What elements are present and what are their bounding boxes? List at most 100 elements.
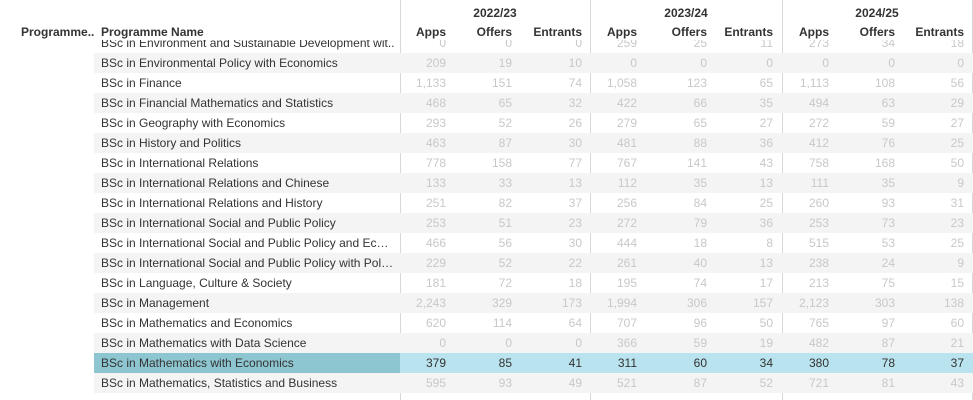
entrants-value-cell[interactable]: 173 bbox=[561, 296, 582, 310]
offers-value-cell[interactable]: 65 bbox=[498, 96, 512, 110]
apps-header[interactable]: Apps bbox=[607, 25, 637, 39]
offers-value-cell[interactable]: 114 bbox=[492, 316, 512, 330]
programme-name-cell[interactable]: BSc in International Relations and Histo… bbox=[101, 196, 323, 210]
table-row[interactable]: BSc in Financial Mathematics and Statist… bbox=[0, 93, 973, 113]
entrants-value-cell[interactable]: 32 bbox=[568, 96, 582, 110]
offers-value-cell[interactable]: 34 bbox=[881, 40, 895, 50]
offers-value-cell[interactable]: 35 bbox=[693, 176, 707, 190]
programme-name-cell[interactable]: BSc in Management bbox=[101, 296, 210, 310]
offers-value-cell[interactable]: 93 bbox=[881, 196, 895, 210]
offers-value-cell[interactable]: 19 bbox=[498, 56, 512, 70]
table-row-selected[interactable]: BSc in Mathematics with Economics 379 85 41… bbox=[0, 353, 973, 373]
apps-value-cell[interactable]: 251 bbox=[425, 196, 446, 210]
entrants-value-cell[interactable]: 0 bbox=[575, 336, 582, 350]
apps-value-cell[interactable]: 521 bbox=[616, 376, 637, 390]
offers-value-cell[interactable]: 96 bbox=[693, 316, 707, 330]
programme-name-cell[interactable]: BSc in Mathematics with Data Science bbox=[101, 336, 307, 350]
offers-value-cell[interactable]: 65 bbox=[693, 116, 707, 130]
offers-value-cell[interactable]: 151 bbox=[491, 76, 512, 90]
entrants-value-cell[interactable]: 25 bbox=[950, 136, 964, 150]
apps-value-cell[interactable]: 259 bbox=[616, 40, 637, 50]
entrants-value-cell[interactable]: 17 bbox=[759, 276, 773, 290]
entrants-value-cell[interactable]: 43 bbox=[950, 376, 964, 390]
offers-header[interactable]: Offers bbox=[671, 25, 707, 39]
table-row[interactable]: BSc in International Relations and Chine… bbox=[0, 173, 973, 193]
offers-value-cell[interactable]: 75 bbox=[881, 276, 895, 290]
offers-value-cell[interactable]: 85 bbox=[498, 356, 512, 370]
apps-value-cell[interactable]: 112 bbox=[617, 176, 637, 190]
offers-value-cell[interactable]: 53 bbox=[881, 236, 895, 250]
apps-value-cell[interactable]: 273 bbox=[808, 40, 829, 50]
entrants-value-cell[interactable]: 26 bbox=[568, 116, 582, 130]
apps-value-cell[interactable]: 707 bbox=[616, 316, 637, 330]
apps-value-cell[interactable]: 1,113 bbox=[799, 76, 829, 90]
table-row[interactable]: BSc in International Relations 778 158 77 76… bbox=[0, 153, 973, 173]
entrants-value-cell[interactable]: 36 bbox=[759, 216, 773, 230]
apps-value-cell[interactable]: 111 bbox=[810, 176, 829, 190]
entrants-value-cell[interactable]: 13 bbox=[568, 176, 582, 190]
entrants-header[interactable]: Entrants bbox=[533, 25, 582, 39]
programme-name-cell[interactable]: BSc in Language, Culture & Society bbox=[101, 276, 292, 290]
apps-value-cell[interactable]: 767 bbox=[616, 156, 637, 170]
entrants-value-cell[interactable]: 0 bbox=[766, 56, 773, 70]
programme-name-cell[interactable]: BSc in Mathematics with Economics bbox=[101, 356, 294, 370]
apps-value-cell[interactable]: 422 bbox=[616, 96, 637, 110]
offers-value-cell[interactable]: 87 bbox=[498, 136, 512, 150]
apps-value-cell[interactable]: 260 bbox=[808, 196, 829, 210]
entrants-value-cell[interactable]: 35 bbox=[759, 96, 773, 110]
apps-value-cell[interactable]: 261 bbox=[616, 256, 637, 270]
entrants-value-cell[interactable]: 18 bbox=[568, 276, 582, 290]
entrants-header[interactable]: Entrants bbox=[724, 25, 773, 39]
apps-value-cell[interactable]: 213 bbox=[808, 276, 829, 290]
offers-value-cell[interactable]: 40 bbox=[693, 256, 707, 270]
programme-name-cell[interactable]: BSc in History and Politics bbox=[101, 136, 242, 150]
apps-value-cell[interactable]: 1,994 bbox=[606, 296, 637, 310]
apps-value-cell[interactable]: 515 bbox=[808, 236, 829, 250]
table-row[interactable]: BSc in International Social and Public P… bbox=[0, 213, 973, 233]
entrants-value-cell[interactable]: 49 bbox=[568, 376, 582, 390]
entrants-value-cell[interactable]: 27 bbox=[759, 116, 773, 130]
entrants-value-cell[interactable]: 8 bbox=[766, 236, 773, 250]
programme-name-cell[interactable]: BSc in International Social and Public P… bbox=[101, 256, 395, 270]
entrants-value-cell[interactable]: 60 bbox=[950, 316, 964, 330]
table-row[interactable]: BSc in Finance 1,133 151 74 1,058 123 65 1,113 1… bbox=[0, 73, 973, 93]
apps-value-cell[interactable]: 444 bbox=[616, 236, 637, 250]
entrants-value-cell[interactable]: 34 bbox=[759, 356, 773, 370]
offers-value-cell[interactable]: 78 bbox=[881, 356, 895, 370]
table-row[interactable]: BSc in Mathematics with Data Science 0 0 0 3… bbox=[0, 333, 973, 353]
entrants-header[interactable]: Entrants bbox=[915, 25, 964, 39]
entrants-value-cell[interactable]: 27 bbox=[950, 116, 964, 130]
entrants-value-cell[interactable]: 10 bbox=[568, 56, 582, 70]
table-row[interactable]: BSc in Environment and Sustainable Devel… bbox=[0, 40, 973, 53]
apps-value-cell[interactable]: 133 bbox=[425, 176, 446, 190]
offers-header[interactable]: Offers bbox=[476, 25, 512, 39]
offers-header[interactable]: Offers bbox=[859, 25, 895, 39]
entrants-value-cell[interactable]: 30 bbox=[568, 136, 582, 150]
apps-value-cell[interactable]: 279 bbox=[616, 116, 637, 130]
apps-value-cell[interactable]: 0 bbox=[439, 336, 446, 350]
year-header-2022-23[interactable]: 2022/23 bbox=[473, 6, 517, 20]
apps-value-cell[interactable]: 366 bbox=[616, 336, 637, 350]
offers-value-cell[interactable]: 59 bbox=[881, 116, 895, 130]
table-row[interactable]: BSc in Mathematics, Statistics and Busin… bbox=[0, 373, 973, 393]
entrants-value-cell[interactable]: 11 bbox=[760, 40, 773, 50]
apps-value-cell[interactable]: 256 bbox=[616, 196, 637, 210]
apps-value-cell[interactable]: 380 bbox=[808, 356, 829, 370]
offers-value-cell[interactable]: 0 bbox=[700, 56, 707, 70]
programme-code-header[interactable]: Programme.. bbox=[21, 25, 95, 39]
entrants-value-cell[interactable]: 56 bbox=[950, 76, 964, 90]
table-row[interactable]: BSc in International Relations and Histo… bbox=[0, 193, 973, 213]
programme-name-cell[interactable]: BSc in Mathematics, Statistics and Busin… bbox=[101, 376, 338, 390]
offers-value-cell[interactable]: 141 bbox=[686, 156, 707, 170]
apps-value-cell[interactable]: 293 bbox=[425, 116, 446, 130]
offers-value-cell[interactable]: 158 bbox=[491, 156, 512, 170]
offers-value-cell[interactable]: 51 bbox=[498, 216, 512, 230]
entrants-value-cell[interactable]: 50 bbox=[759, 316, 773, 330]
offers-value-cell[interactable]: 35 bbox=[881, 176, 895, 190]
apps-value-cell[interactable]: 272 bbox=[808, 116, 829, 130]
apps-value-cell[interactable]: 0 bbox=[630, 56, 637, 70]
offers-value-cell[interactable]: 108 bbox=[874, 76, 895, 90]
apps-value-cell[interactable]: 494 bbox=[808, 96, 829, 110]
entrants-value-cell[interactable]: 36 bbox=[759, 136, 773, 150]
entrants-value-cell[interactable]: 13 bbox=[759, 176, 773, 190]
